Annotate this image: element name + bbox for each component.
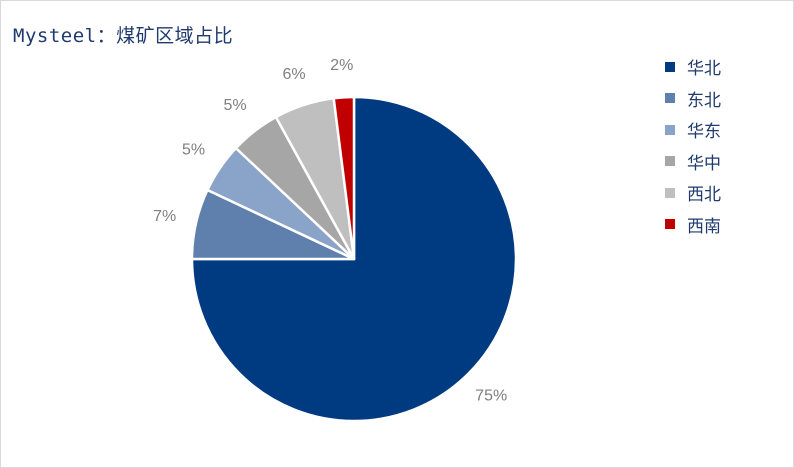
legend-swatch (665, 187, 675, 198)
legend-label: 华北 (687, 59, 721, 80)
legend-swatch (665, 156, 675, 167)
legend-label: 西南 (687, 216, 721, 237)
legend-label: 华东 (687, 122, 721, 143)
legend-swatch (665, 124, 675, 135)
pie-slice-6 (332, 95, 356, 261)
slice-label-2: 7% (153, 208, 176, 225)
chart-title: Mysteel：煤矿区域占比 (13, 25, 234, 47)
legend-item-4: 华中 (665, 146, 721, 178)
legend-label: 西北 (687, 185, 721, 206)
legend-item-2: 东北 (665, 83, 721, 115)
slice-label-6: 2% (330, 57, 353, 74)
legend-item-1: 华北 (665, 51, 721, 83)
legend: 华北东北华东华中西北西南 (665, 51, 721, 240)
slice-label-4: 5% (224, 97, 247, 114)
slice-label-5: 6% (283, 66, 306, 83)
slice-label-1: 75% (475, 388, 507, 405)
legend-item-6: 西南 (665, 209, 721, 241)
legend-swatch (665, 93, 675, 104)
legend-swatch (665, 61, 675, 72)
legend-label: 华中 (687, 153, 721, 174)
legend-item-5: 西北 (665, 177, 721, 209)
legend-label: 东北 (687, 90, 721, 111)
legend-swatch (665, 219, 675, 230)
slice-label-3: 5% (182, 142, 205, 159)
legend-item-3: 华东 (665, 114, 721, 146)
